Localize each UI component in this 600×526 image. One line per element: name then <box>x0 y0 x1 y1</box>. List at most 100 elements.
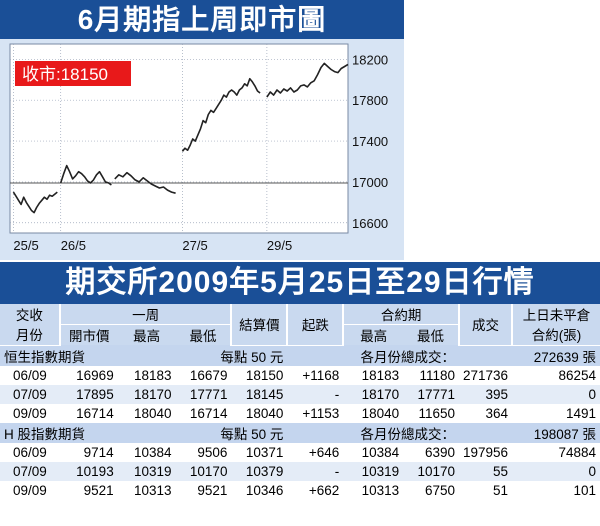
section-total: 198087 張 <box>459 422 600 443</box>
settle-header: 結算價 <box>230 304 288 346</box>
section-header-row: 恒生指數期貨 每點 50 元各月份總成交： 272639 張 <box>0 345 600 366</box>
cell-change: +646 <box>287 442 344 462</box>
high-header: 最高 <box>117 324 176 345</box>
cell-volume: 395 <box>459 384 513 404</box>
month-header-line1: 交收 <box>15 308 43 324</box>
month-header: 交收 月份 <box>0 304 60 346</box>
price-line-29-5 <box>266 62 349 98</box>
contract-low-header: 最低 <box>403 324 459 345</box>
cell-oi: 0 <box>512 384 600 404</box>
cell-oi: 86254 <box>512 365 600 385</box>
cell-change: - <box>287 461 344 481</box>
cell-c-high: 18170 <box>343 384 404 404</box>
cell-low: 16714 <box>175 403 232 423</box>
cell-c-high: 10384 <box>343 442 404 462</box>
section-total-label: 各月份總成交： <box>287 345 459 366</box>
cell-open: 17895 <box>59 384 118 404</box>
cell-high: 10384 <box>117 442 176 462</box>
cell-c-low: 6750 <box>403 480 459 500</box>
cell-c-low: 11180 <box>403 365 459 385</box>
cell-high: 10313 <box>117 480 176 500</box>
cell-volume: 197956 <box>459 442 513 462</box>
cell-low: 16679 <box>175 365 232 385</box>
change-header: 起跌 <box>286 304 344 346</box>
intraday-chart: 18200 17800 17400 17000 16600 25/5 26/5 27/5 29/… <box>9 43 388 253</box>
cell-volume: 271736 <box>459 365 513 385</box>
cell-month: 06/09 <box>0 365 60 385</box>
header-row-1: 交收月份 一周 結算價 起跌 合約期 成交 上日未平倉合約(張) <box>0 304 600 346</box>
section-per-point: 每點 50 元 <box>175 345 288 366</box>
cell-oi: 1491 <box>512 403 600 423</box>
cell-change: +662 <box>287 480 344 500</box>
close-badge: 收市:18150 <box>15 61 131 86</box>
chart-frame: 18200 17800 17400 17000 16600 25/5 26/5 27/5 29/… <box>0 39 404 260</box>
cell-open: 9714 <box>59 442 118 462</box>
cell-low: 17771 <box>175 384 232 404</box>
cell-month: 06/09 <box>0 442 60 462</box>
table-row: 06/09 9714 10384 9506 10371 +646 10384 6390 1979… <box>0 442 600 462</box>
cell-high: 18183 <box>117 365 176 385</box>
cell-c-high: 10319 <box>343 461 404 481</box>
cell-month: 07/09 <box>0 384 60 404</box>
cell-low: 9521 <box>175 480 232 500</box>
week-header: 一周 <box>58 304 232 325</box>
open-header: 開市價 <box>58 324 118 345</box>
cell-settle: 18040 <box>231 403 288 423</box>
table-row: 06/09 16969 18183 16679 18150 +1168 18183 11180… <box>0 365 600 385</box>
oi-header-line2: 合約(張) <box>531 328 582 344</box>
cell-settle: 18150 <box>231 365 288 385</box>
y-tick-label: 17400 <box>352 134 388 149</box>
section-name: H 股指數期貨 <box>0 422 176 443</box>
cell-oi: 74884 <box>512 442 600 462</box>
cell-volume: 55 <box>459 461 513 481</box>
cell-c-low: 6390 <box>403 442 459 462</box>
cell-settle: 10379 <box>231 461 288 481</box>
cell-month: 09/09 <box>0 403 60 423</box>
x-tick-label: 26/5 <box>61 238 86 253</box>
volume-header: 成交 <box>457 304 513 346</box>
header-row-2: 開市價 最高 最低 最高 最低 <box>0 324 600 345</box>
contract-period-header: 合約期 <box>342 304 459 325</box>
table-row: 09/09 9521 10313 9521 10346 +662 10313 6750 51 10… <box>0 480 600 500</box>
price-line-25-5 <box>12 191 58 214</box>
cell-oi: 0 <box>512 461 600 481</box>
cell-open: 16714 <box>59 403 118 423</box>
x-tick-label: 29/5 <box>267 238 292 253</box>
cell-volume: 51 <box>459 480 513 500</box>
oi-header-line1: 上日未平倉 <box>522 308 591 324</box>
cell-open: 16969 <box>59 365 118 385</box>
y-tick-label: 17000 <box>352 175 388 190</box>
cell-settle: 10346 <box>231 480 288 500</box>
section-total: 272639 張 <box>459 345 600 366</box>
close-badge-text: 收市:18150 <box>22 65 108 84</box>
cell-c-low: 10170 <box>403 461 459 481</box>
cell-volume: 364 <box>459 403 513 423</box>
month-header-line2: 月份 <box>15 328 43 344</box>
section-per-point: 每點 50 元 <box>175 422 288 443</box>
price-line-27-5 <box>181 77 261 152</box>
cell-c-high: 18183 <box>343 365 404 385</box>
cell-high: 18040 <box>117 403 176 423</box>
section-total-label: 各月份總成交： <box>287 422 459 443</box>
chart-title: 6月期指上周即市圖 <box>0 0 404 39</box>
cell-settle: 10371 <box>231 442 288 462</box>
cell-open: 9521 <box>59 480 118 500</box>
cell-low: 10170 <box>175 461 232 481</box>
y-tick-label: 16600 <box>352 216 388 231</box>
cell-change: - <box>287 384 344 404</box>
cell-high: 10319 <box>117 461 176 481</box>
cell-low: 9506 <box>175 442 232 462</box>
x-tick-label: 25/5 <box>13 238 38 253</box>
table-title: 期交所2009年5月25日至29日行情 <box>0 262 600 304</box>
cell-change: +1168 <box>287 365 344 385</box>
y-tick-label: 18200 <box>352 52 388 67</box>
oi-header: 上日未平倉合約(張) <box>511 304 600 346</box>
cell-high: 18170 <box>117 384 176 404</box>
section-header-row: H 股指數期貨 每點 50 元各月份總成交： 198087 張 <box>0 422 600 443</box>
price-line-26-5 <box>59 164 112 186</box>
cell-month: 07/09 <box>0 461 60 481</box>
cell-open: 10193 <box>59 461 118 481</box>
price-line-26-5-pm <box>114 171 176 194</box>
quotes-table: 交收月份 一周 結算價 起跌 合約期 成交 上日未平倉合約(張) 開市價 最高 … <box>0 304 600 500</box>
cell-oi: 101 <box>512 480 600 500</box>
